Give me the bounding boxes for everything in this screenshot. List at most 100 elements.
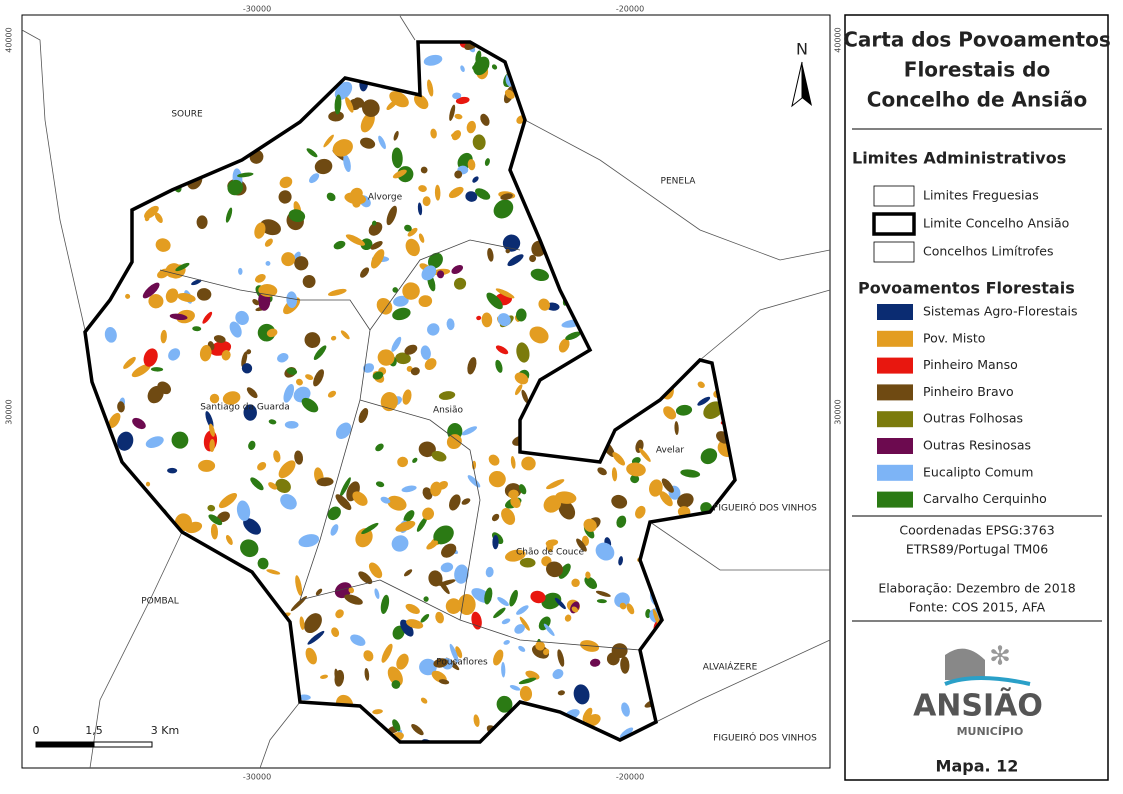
forest-patch	[265, 261, 271, 266]
forest-patch	[335, 494, 352, 511]
forest-patch	[564, 614, 572, 622]
forest-patch	[165, 288, 179, 303]
forest-patch	[328, 111, 344, 122]
forest-patch	[363, 650, 374, 662]
forest-patch	[488, 454, 500, 466]
forest-patch	[619, 727, 634, 739]
forest-patch	[486, 292, 503, 310]
forest-patch	[484, 587, 493, 605]
forest-patch	[501, 618, 511, 625]
forest-patch	[362, 363, 375, 373]
legend-label: Pinheiro Bravo	[923, 384, 1014, 399]
forest-patch	[595, 590, 611, 597]
forest-patch	[145, 436, 164, 448]
forest-patch	[445, 598, 462, 614]
forest-patch	[571, 578, 580, 588]
forest-patch	[380, 496, 391, 504]
forest-patch	[427, 79, 434, 97]
forest-patch	[616, 515, 627, 528]
forest-patch	[381, 643, 393, 663]
logo-name: ANSIÃO	[913, 687, 1043, 724]
forest-patch	[213, 335, 226, 343]
forest-patch	[380, 392, 398, 412]
forest-patch	[364, 667, 370, 681]
forest-patch	[514, 372, 529, 385]
forest-patch	[466, 120, 476, 134]
forest-patch	[703, 401, 724, 419]
forest-patch	[345, 234, 366, 246]
forest-patch	[626, 462, 646, 477]
coord-label: -30000	[243, 5, 271, 14]
map-frame	[21, 14, 831, 769]
place-label: Alvorge	[368, 193, 403, 203]
forest-patch	[358, 571, 373, 585]
place-label: Ansião	[433, 406, 464, 416]
forest-patch	[237, 172, 254, 178]
forest-patch	[423, 596, 429, 602]
forest-patch	[386, 205, 397, 226]
forest-patch	[313, 369, 324, 387]
forest-patch	[497, 597, 509, 607]
forest-patch	[475, 188, 491, 200]
forest-patch	[332, 139, 353, 157]
forest-patch	[372, 220, 377, 226]
forest-patch	[476, 315, 482, 321]
forest-patch	[487, 247, 494, 262]
forest-patch	[530, 268, 549, 282]
forest-patch	[227, 179, 244, 196]
logo-sub: MUNICÍPIO	[957, 725, 1024, 738]
forest-patch	[582, 707, 593, 722]
place-label: Chão de Couce	[516, 548, 584, 558]
forest-patch	[638, 448, 651, 462]
forest-patch	[309, 173, 320, 184]
forest-patch	[208, 514, 223, 526]
forest-patch	[327, 506, 341, 521]
forest-patch	[148, 294, 164, 309]
legend-swatch	[877, 491, 913, 508]
forest-patch	[355, 528, 373, 548]
forest-patch	[392, 287, 399, 293]
forest-patch	[314, 158, 333, 175]
forest-patch	[235, 310, 249, 325]
forest-patch	[521, 456, 536, 471]
forest-patch	[334, 582, 352, 599]
legend: Carta dos Povoamentos Florestais do Concel…	[843, 28, 1111, 776]
forest-patch	[619, 602, 627, 610]
forest-patch	[472, 176, 479, 183]
forest-patch	[611, 494, 628, 509]
neighbour-boundaries	[21, 15, 831, 769]
forest-patch	[330, 335, 337, 341]
forest-patch	[243, 404, 257, 421]
forest-patch	[480, 113, 490, 126]
forest-patch	[404, 224, 412, 232]
forest-patch	[283, 384, 295, 403]
forest-patch	[209, 393, 220, 404]
forest-patch	[250, 477, 264, 491]
forest-patch	[280, 494, 297, 510]
north-arrow	[802, 62, 812, 106]
forest-patch	[467, 357, 477, 375]
forest-patch	[294, 256, 309, 271]
forest-patch	[142, 282, 160, 299]
forest-patch	[493, 607, 506, 619]
forest-patch	[446, 318, 455, 331]
forest-patch	[241, 363, 253, 374]
forest-patch	[331, 627, 340, 637]
forest-patch	[273, 450, 281, 463]
forest-patch	[339, 477, 351, 497]
legend-swatch	[877, 357, 913, 374]
forest-patch	[418, 441, 436, 458]
forest-patch	[630, 474, 640, 484]
forest-patch	[543, 648, 550, 656]
forest-patch	[454, 170, 463, 179]
forest-patch	[495, 288, 515, 299]
forest-patch	[362, 99, 380, 117]
forest-patch	[221, 349, 231, 361]
forest-patch	[557, 649, 565, 667]
legend-title: Carta dos Povoamentos	[843, 28, 1111, 52]
forest-patch	[441, 543, 457, 558]
forest-patch	[427, 252, 443, 269]
forest-patch	[449, 494, 461, 511]
forest-patch	[209, 438, 215, 452]
forest-patch	[680, 469, 701, 478]
